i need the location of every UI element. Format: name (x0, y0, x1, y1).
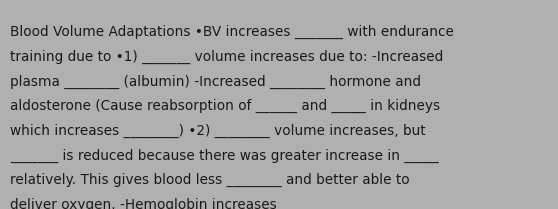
Text: plasma ________ (albumin) -Increased ________ hormone and: plasma ________ (albumin) -Increased ___… (10, 74, 421, 89)
Text: _______ is reduced because there was greater increase in _____: _______ is reduced because there was gre… (10, 148, 439, 163)
Text: deliver oxygen. -Hemoglobin increases: deliver oxygen. -Hemoglobin increases (10, 198, 277, 209)
Text: aldosterone (Cause reabsorption of ______ and _____ in kidneys: aldosterone (Cause reabsorption of _____… (10, 99, 440, 113)
Text: relatively. This gives blood less ________ and better able to: relatively. This gives blood less ______… (10, 173, 410, 187)
Text: training due to •1) _______ volume increases due to: -Increased: training due to •1) _______ volume incre… (10, 50, 443, 64)
Text: which increases ________) •2) ________ volume increases, but: which increases ________) •2) ________ v… (10, 124, 426, 138)
Text: Blood Volume Adaptations •BV increases _______ with endurance: Blood Volume Adaptations •BV increases _… (10, 25, 454, 39)
